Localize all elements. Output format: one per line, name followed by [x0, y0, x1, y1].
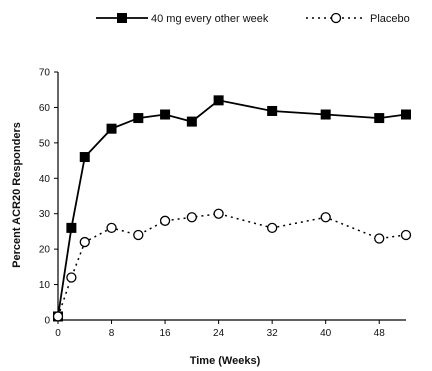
x-axis-title: Time (Weeks) — [190, 355, 261, 367]
data-point — [106, 222, 117, 234]
x-tick-label: 16 — [160, 328, 172, 339]
data-point — [66, 272, 77, 283]
data-point — [133, 229, 144, 241]
y-tick-label: 50 — [39, 138, 51, 149]
y-tick-label: 70 — [39, 68, 51, 79]
series-treatment — [53, 95, 411, 322]
data-point — [133, 113, 144, 124]
y-tick-label: 60 — [39, 103, 51, 114]
data-point — [79, 236, 90, 248]
data-point — [374, 233, 385, 244]
x-tick-label: 24 — [213, 328, 225, 339]
y-tick-label: 40 — [39, 174, 51, 185]
x-tick-label: 40 — [320, 328, 332, 339]
y-tick-label: 30 — [39, 209, 51, 220]
y-axis-title: Percent ACR20 Responders — [11, 122, 23, 268]
y-tick-label: 10 — [39, 280, 51, 291]
data-point — [159, 215, 171, 226]
data-point — [213, 208, 224, 219]
series-placebo — [52, 208, 412, 322]
y-tick-label: 20 — [39, 245, 51, 256]
data-point — [79, 152, 90, 163]
data-point — [186, 212, 197, 223]
data-point — [66, 222, 77, 233]
series-line — [57, 99, 407, 317]
data-point — [213, 95, 224, 106]
data-point — [160, 109, 171, 120]
data-point — [267, 222, 278, 234]
data-point — [320, 109, 331, 120]
x-tick-label: 32 — [267, 328, 279, 339]
data-point — [186, 116, 197, 127]
legend-marker-treatment — [117, 13, 127, 23]
data-point — [106, 123, 117, 134]
legend: 40 mg every other week Placebo — [96, 12, 410, 25]
data-point — [320, 212, 331, 223]
data-point — [374, 113, 385, 124]
data-point — [401, 109, 411, 120]
series-line — [57, 212, 407, 317]
y-tick-label: 0 — [44, 316, 50, 327]
data-point — [267, 105, 278, 116]
series-layer — [52, 95, 412, 322]
legend-label-placebo: Placebo — [370, 13, 410, 25]
x-tick-label: 48 — [374, 328, 386, 339]
x-tick-label: 0 — [55, 328, 61, 339]
x-tick-label: 8 — [109, 328, 115, 339]
legend-marker-placebo — [330, 12, 342, 24]
data-point — [52, 311, 64, 322]
data-point — [400, 229, 412, 241]
legend-label-treatment: 40 mg every other week — [151, 13, 269, 25]
axes: 0 10 20 30 40 50 60 70 0 8 16 24 32 40 48 — [39, 68, 406, 339]
